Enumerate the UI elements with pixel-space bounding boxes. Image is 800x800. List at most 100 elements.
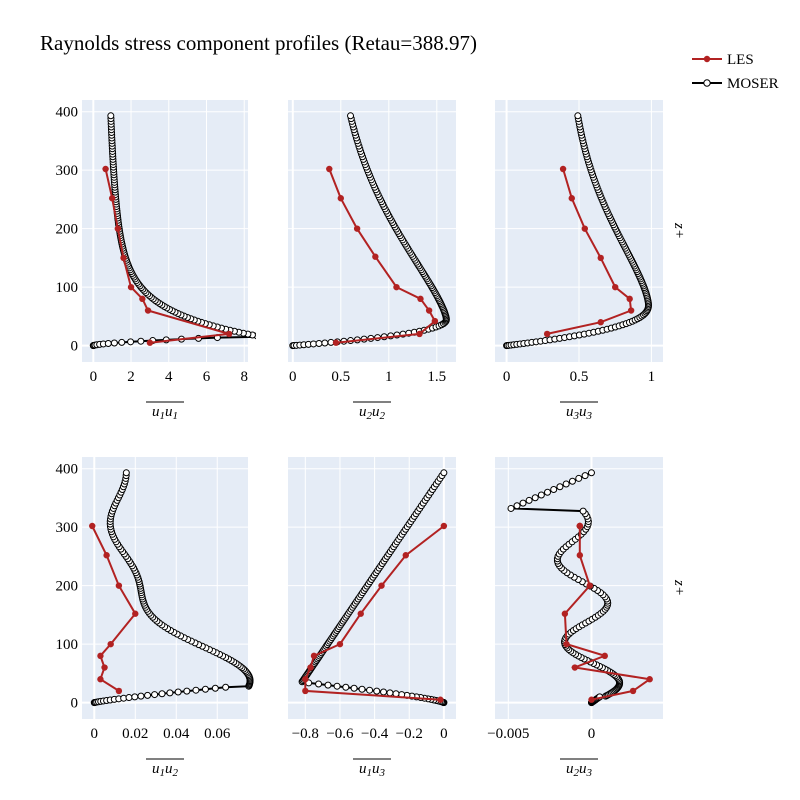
les-point: [440, 522, 448, 530]
x-tick-label: 4: [165, 369, 173, 385]
les-point: [353, 225, 361, 232]
legend-moser-label: MOSER: [727, 76, 779, 92]
les-point: [302, 676, 309, 683]
les-point: [571, 664, 579, 671]
x-tick-label: 1.5: [427, 369, 446, 385]
les-point: [561, 610, 569, 617]
moser-point: [137, 337, 145, 345]
moser-point: [324, 681, 332, 689]
moser-point: [342, 683, 350, 691]
les-point: [378, 582, 385, 589]
les-point: [337, 195, 344, 202]
x-tick-label: 6: [203, 369, 211, 385]
plot-area: [298, 469, 448, 707]
x-tick-label: 0: [90, 369, 98, 385]
les-point: [425, 307, 433, 314]
x-tick-label: 0.02: [122, 726, 148, 742]
moser-point: [127, 338, 135, 346]
moser-point: [315, 680, 323, 688]
les-point: [97, 676, 104, 683]
y-tick-label: 200: [56, 579, 79, 595]
les-point: [144, 307, 152, 314]
moser-point: [531, 494, 539, 502]
moser-point: [333, 682, 341, 690]
moser-point: [192, 686, 200, 694]
moser-point: [550, 486, 558, 494]
x-tick-label: 0: [289, 369, 297, 385]
moser-point: [144, 691, 152, 699]
moser-point: [201, 685, 209, 693]
les-point: [543, 330, 551, 338]
panel-background: [82, 457, 248, 719]
les-point: [568, 195, 575, 202]
les-point: [559, 165, 567, 173]
moser-point: [440, 469, 448, 477]
les-point: [89, 522, 96, 530]
les-point: [372, 253, 379, 260]
moser-point: [373, 687, 381, 695]
les-point: [139, 295, 146, 303]
panel-1: 0 2 4 6 8 0 100 200 300 400 u1u1: [56, 100, 256, 422]
moser-point: [350, 684, 358, 692]
x-tick-label: 0: [588, 726, 596, 742]
les-point: [127, 283, 135, 291]
y-tick-label: 400: [56, 462, 79, 478]
les-point: [115, 687, 123, 695]
panel-3: 0 0.5 1 z+ u3u3: [495, 100, 687, 422]
les-line: [328, 168, 437, 344]
les-point: [307, 664, 314, 671]
moser-point: [587, 469, 595, 477]
panel-background: [288, 100, 456, 362]
les-line: [304, 525, 445, 701]
x-tick-label: −0.4: [361, 726, 389, 742]
x-tick-label: 1: [385, 369, 393, 385]
moser-point: [125, 694, 133, 702]
moser-point: [574, 112, 582, 120]
les-point: [132, 610, 139, 617]
moser-point: [507, 504, 515, 512]
les-point: [120, 254, 127, 262]
moser-point: [347, 112, 355, 120]
les-point: [146, 339, 154, 346]
les-point: [563, 640, 570, 648]
plot-area: [289, 112, 450, 350]
moser-point: [110, 339, 118, 347]
les-point: [576, 522, 584, 530]
panel-4: 0 0.02 0.04 0.06 0 100 200 300 400 u1u2: [56, 457, 254, 779]
legend: LES MOSER: [692, 52, 779, 92]
moser-point: [183, 687, 191, 695]
x-tick-label: −0.6: [326, 726, 354, 742]
les-point: [115, 582, 123, 589]
x-axis-label: u2u3: [566, 761, 593, 779]
y-axis-label: z+: [671, 579, 687, 596]
les-point: [103, 552, 110, 559]
x-tick-label: 0: [440, 726, 448, 742]
les-point: [302, 687, 309, 695]
les-point: [416, 330, 423, 338]
x-tick-label: 0: [91, 726, 99, 742]
moser-point: [131, 693, 139, 701]
les-point: [612, 283, 619, 291]
moser-point: [513, 502, 521, 510]
les-point: [310, 652, 318, 660]
x-axis-label: u2u2: [359, 404, 386, 422]
y-tick-label: 300: [56, 520, 79, 536]
moser-point: [107, 112, 115, 120]
plot-area: [89, 469, 254, 707]
moser-point: [137, 692, 145, 700]
legend-les-label: LES: [727, 52, 754, 68]
plot-area: [507, 469, 653, 707]
x-tick-label: 2: [127, 369, 135, 385]
moser-point: [537, 491, 545, 499]
moser-point: [568, 477, 576, 485]
moser-point: [321, 339, 329, 347]
x-tick-label: 0.06: [204, 726, 231, 742]
les-point: [393, 283, 400, 291]
x-tick-label: 1: [648, 369, 656, 385]
x-tick-label: 0.5: [331, 369, 350, 385]
moser-point: [122, 469, 130, 477]
moser-point: [386, 689, 394, 697]
les-point: [417, 295, 424, 303]
les-point: [326, 165, 333, 173]
les-point: [402, 552, 409, 559]
